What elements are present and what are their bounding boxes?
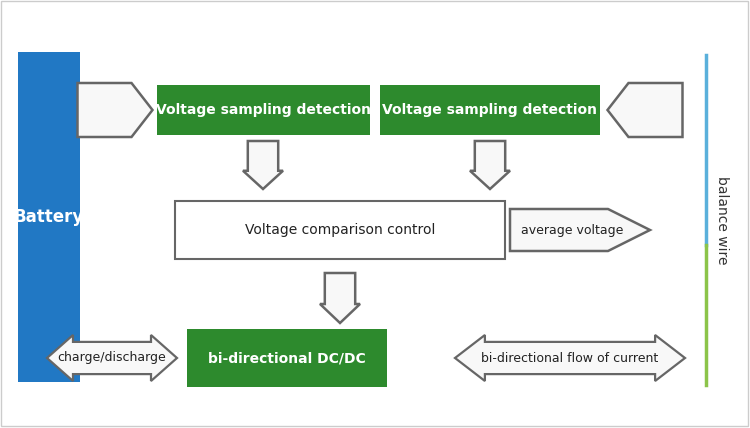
Text: Battery: Battery: [13, 208, 84, 226]
Polygon shape: [47, 335, 177, 381]
Bar: [187, 329, 387, 387]
Text: average voltage: average voltage: [520, 223, 623, 237]
Text: Voltage sampling detection: Voltage sampling detection: [382, 103, 598, 117]
Polygon shape: [608, 83, 682, 137]
Text: bi-directional DC/DC: bi-directional DC/DC: [208, 351, 366, 365]
Bar: [380, 85, 600, 135]
Polygon shape: [77, 83, 152, 137]
Polygon shape: [470, 141, 510, 189]
Text: charge/discharge: charge/discharge: [58, 351, 166, 365]
Polygon shape: [320, 273, 360, 323]
Text: Voltage comparison control: Voltage comparison control: [244, 223, 435, 237]
Text: bi-directional flow of current: bi-directional flow of current: [482, 351, 658, 365]
Text: Voltage sampling detection: Voltage sampling detection: [156, 103, 371, 117]
Bar: [18, 52, 80, 382]
Bar: [157, 85, 370, 135]
Polygon shape: [510, 209, 650, 251]
Polygon shape: [243, 141, 283, 189]
Bar: [175, 201, 505, 259]
Text: balance wire: balance wire: [715, 176, 729, 264]
Polygon shape: [455, 335, 685, 381]
